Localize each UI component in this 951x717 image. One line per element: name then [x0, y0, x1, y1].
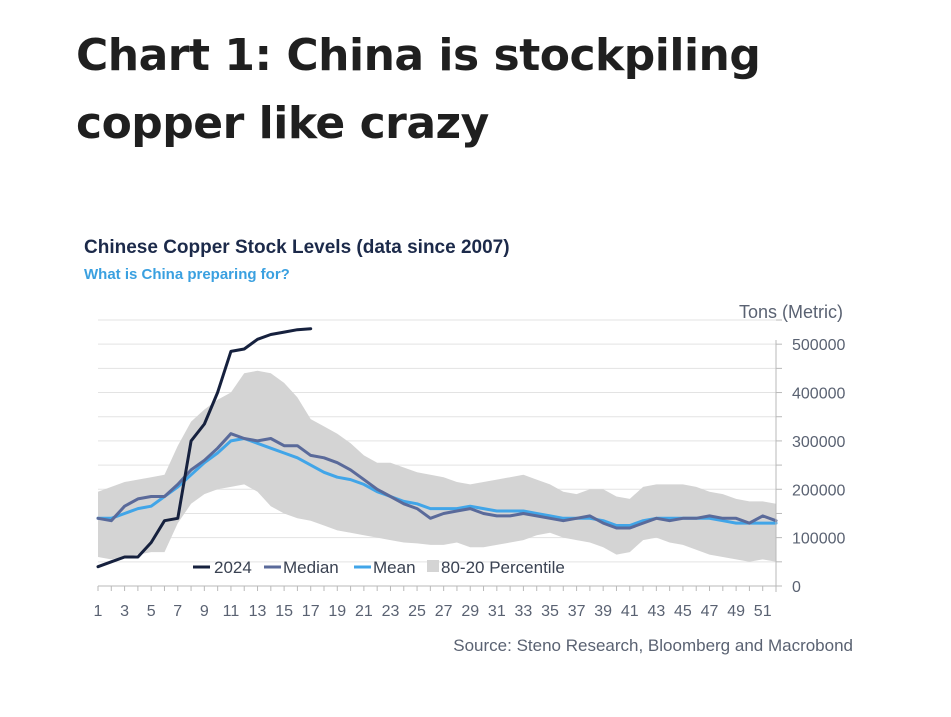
percentile-band	[98, 370, 776, 562]
x-tick-label: 45	[674, 603, 692, 620]
x-tick-label: 31	[488, 603, 506, 620]
y-tick-label: 400000	[792, 386, 845, 403]
y-tick-label: 0	[792, 579, 801, 596]
y-axis-unit-label: Tons (Metric)	[739, 302, 843, 322]
headline: Chart 1: China is stockpiling copper lik…	[76, 30, 761, 149]
x-tick-label: 9	[200, 603, 209, 620]
x-tick-label: 13	[249, 603, 267, 620]
x-tick-label: 5	[147, 603, 156, 620]
x-tick-label: 3	[120, 603, 129, 620]
x-tick-label: 33	[515, 603, 533, 620]
y-tick-label: 100000	[792, 531, 845, 548]
x-tick-label: 19	[328, 603, 346, 620]
chart-subtitle: What is China preparing for?	[84, 266, 290, 283]
x-tick-label: 37	[568, 603, 586, 620]
x-tick-label: 49	[727, 603, 745, 620]
legend: 2024 Median Mean 80-20 Percentile	[193, 558, 565, 577]
x-tick-label: 11	[223, 603, 240, 620]
x-tick-label: 29	[461, 603, 479, 620]
x-tick-label: 47	[701, 603, 719, 620]
x-tick-label: 27	[435, 603, 453, 620]
percentile-band-layer	[98, 370, 776, 562]
legend-label-mean: Mean	[373, 558, 416, 577]
x-tick-label: 51	[754, 603, 772, 620]
x-tick-label: 43	[647, 603, 665, 620]
y-tick-label: 500000	[792, 337, 845, 354]
y-tick-label: 300000	[792, 434, 845, 451]
legend-swatch-percentile	[427, 560, 439, 572]
x-tick-label: 39	[594, 603, 612, 620]
legend-label-median: Median	[283, 558, 339, 577]
y-axis: 0 100000 200000 300000 400000 500000	[775, 319, 845, 596]
x-tick-label: 7	[173, 603, 182, 620]
series-lines	[96, 327, 778, 569]
legend-label-2024: 2024	[214, 558, 252, 577]
x-tick-label: 15	[275, 603, 293, 620]
legend-label-percentile: 80-20 Percentile	[441, 558, 565, 577]
x-tick-label: 21	[355, 603, 373, 620]
y-tick-label: 200000	[792, 482, 845, 499]
x-tick-label: 41	[621, 603, 639, 620]
chart-title: Chinese Copper Stock Levels (data since …	[84, 237, 510, 258]
x-axis: 1 3 5 7 9 11 13 15 17 19 21 23 25 27 29 31 33 35 37 39 41 43 4…	[94, 585, 777, 620]
source-note: Source: Steno Research, Bloomberg and Ma…	[453, 636, 853, 655]
x-tick-label: 25	[408, 603, 426, 620]
x-tick-label: 23	[382, 603, 400, 620]
x-tick-label: 35	[541, 603, 559, 620]
x-tick-label: 17	[302, 603, 320, 620]
series-line-2024	[96, 327, 313, 569]
series-line-median	[96, 432, 778, 530]
x-tick-label: 1	[94, 603, 103, 620]
